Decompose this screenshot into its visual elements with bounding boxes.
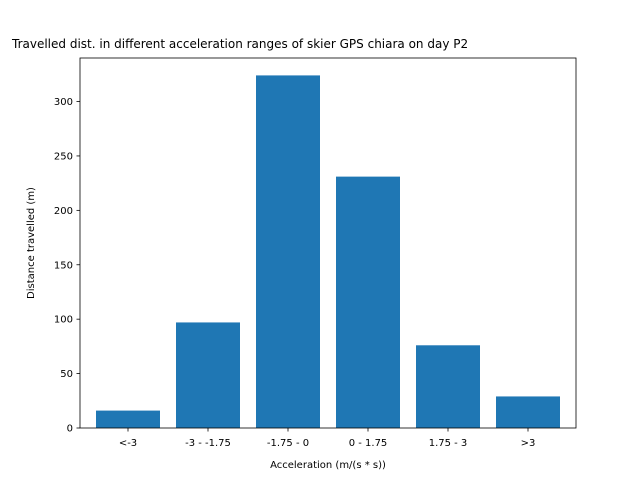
bar-2	[256, 75, 320, 428]
chart-title: Travelled dist. in different acceleratio…	[11, 37, 468, 51]
x-tick-label-5: >3	[521, 438, 536, 449]
y-tick-label-4: 200	[54, 206, 73, 217]
y-tick-label-6: 300	[54, 97, 73, 108]
x-tick-label-3: 0 - 1.75	[349, 438, 388, 449]
x-tick-label-0: <-3	[119, 438, 137, 449]
bar-5	[496, 396, 560, 428]
y-tick-label-2: 100	[54, 315, 73, 326]
y-tick-label-1: 50	[60, 369, 73, 380]
bar-3	[336, 176, 400, 428]
y-axis-label: Distance travelled (m)	[26, 187, 37, 299]
bar-4	[416, 345, 480, 428]
x-ticks-group: <-3 -3 - -1.75 -1.75 - 0 0 - 1.75 1.75 - 3 >3	[119, 428, 536, 449]
plot-frame	[79, 57, 577, 429]
bar-1	[176, 322, 240, 428]
x-tick-label-2: -1.75 - 0	[267, 438, 309, 449]
bars-group	[96, 75, 560, 428]
x-axis-label: Acceleration (m/(s * s))	[270, 460, 386, 471]
y-ticks-group: 0 50 100 150 200 250 300	[54, 97, 80, 435]
y-tick-label-3: 150	[54, 260, 73, 271]
y-tick-label-0: 0	[67, 424, 73, 435]
y-tick-label-5: 250	[54, 151, 73, 162]
bar-0	[96, 410, 160, 428]
x-tick-label-1: -3 - -1.75	[185, 438, 231, 449]
x-tick-label-4: 1.75 - 3	[429, 438, 468, 449]
